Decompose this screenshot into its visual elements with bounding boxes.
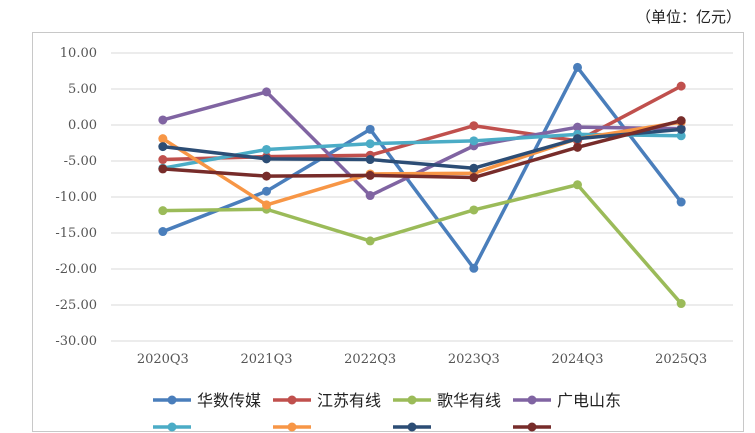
x-tick-label: 2022Q3: [344, 352, 396, 367]
x-tick-label: 2023Q3: [448, 352, 500, 367]
data-point: [676, 131, 686, 141]
legend-label: 华数传媒: [197, 391, 261, 410]
data-point: [262, 87, 271, 97]
legend-label: 歌华有线: [437, 391, 501, 410]
legend-marker: [527, 395, 537, 405]
x-tick-label: 2024Q3: [551, 352, 603, 367]
unit-label: （单位：亿元）: [635, 8, 741, 26]
series-line: [161, 65, 683, 271]
data-point: [676, 299, 686, 309]
data-point: [676, 124, 686, 134]
series-line: [161, 90, 683, 198]
legend-marker: [287, 395, 297, 405]
data-point: [676, 197, 686, 207]
legend-marker: [407, 395, 417, 405]
data-point: [158, 155, 168, 165]
data-point: [262, 171, 271, 181]
data-point: [469, 163, 479, 173]
data-point: [573, 142, 582, 152]
data-point: [469, 173, 479, 183]
data-point: [573, 180, 582, 190]
data-point: [158, 115, 168, 125]
y-tick-label: 10.00: [60, 46, 97, 61]
y-tick-label: -25.00: [55, 298, 97, 313]
data-point: [469, 205, 479, 215]
line-chart: 10.00 5.00 0.00 -5.00 -10.00 -15.00 -20.00 -25.…: [55, 46, 733, 432]
data-point: [262, 186, 271, 196]
x-tick-label: 2021Q3: [240, 352, 292, 367]
data-point: [469, 121, 479, 131]
data-point: [262, 144, 271, 154]
data-point: [158, 164, 168, 174]
series-line: [161, 127, 683, 170]
data-point: [573, 62, 582, 72]
data-point: [158, 227, 168, 237]
data-point: [158, 142, 168, 152]
chart-frame: 10.00 5.00 0.00 -5.00 -10.00 -15.00 -20.00 -25.…: [32, 32, 744, 432]
data-point: [676, 81, 686, 91]
data-point: [573, 134, 582, 144]
data-point: [365, 191, 375, 201]
legend-label: 广电山东: [557, 391, 621, 410]
data-point: [676, 116, 686, 126]
legend-marker: [167, 395, 177, 405]
data-point: [262, 200, 271, 210]
y-tick-label: -20.00: [55, 262, 97, 277]
y-tick-label: -10.00: [55, 190, 97, 205]
data-point: [365, 139, 375, 149]
data-point: [158, 134, 168, 144]
y-tick-label: -5.00: [64, 154, 97, 169]
data-point: [469, 136, 479, 146]
y-tick-label: 5.00: [68, 82, 97, 97]
x-tick-label: 2020Q3: [137, 352, 189, 367]
data-point: [365, 124, 375, 134]
data-point: [573, 122, 582, 132]
data-point: [365, 236, 375, 246]
data-point: [365, 170, 375, 180]
y-tick-label: -30.00: [55, 334, 97, 349]
x-tick-label: 2025Q3: [655, 352, 707, 367]
data-point: [365, 155, 375, 165]
y-tick-label: -15.00: [55, 226, 97, 241]
data-point: [158, 206, 168, 216]
series-line: [161, 118, 683, 180]
data-point: [469, 263, 479, 273]
data-point: [262, 154, 271, 164]
series-line: [161, 183, 683, 306]
y-tick-label: 0.00: [68, 118, 97, 133]
legend-label: 江苏有线: [317, 391, 381, 410]
